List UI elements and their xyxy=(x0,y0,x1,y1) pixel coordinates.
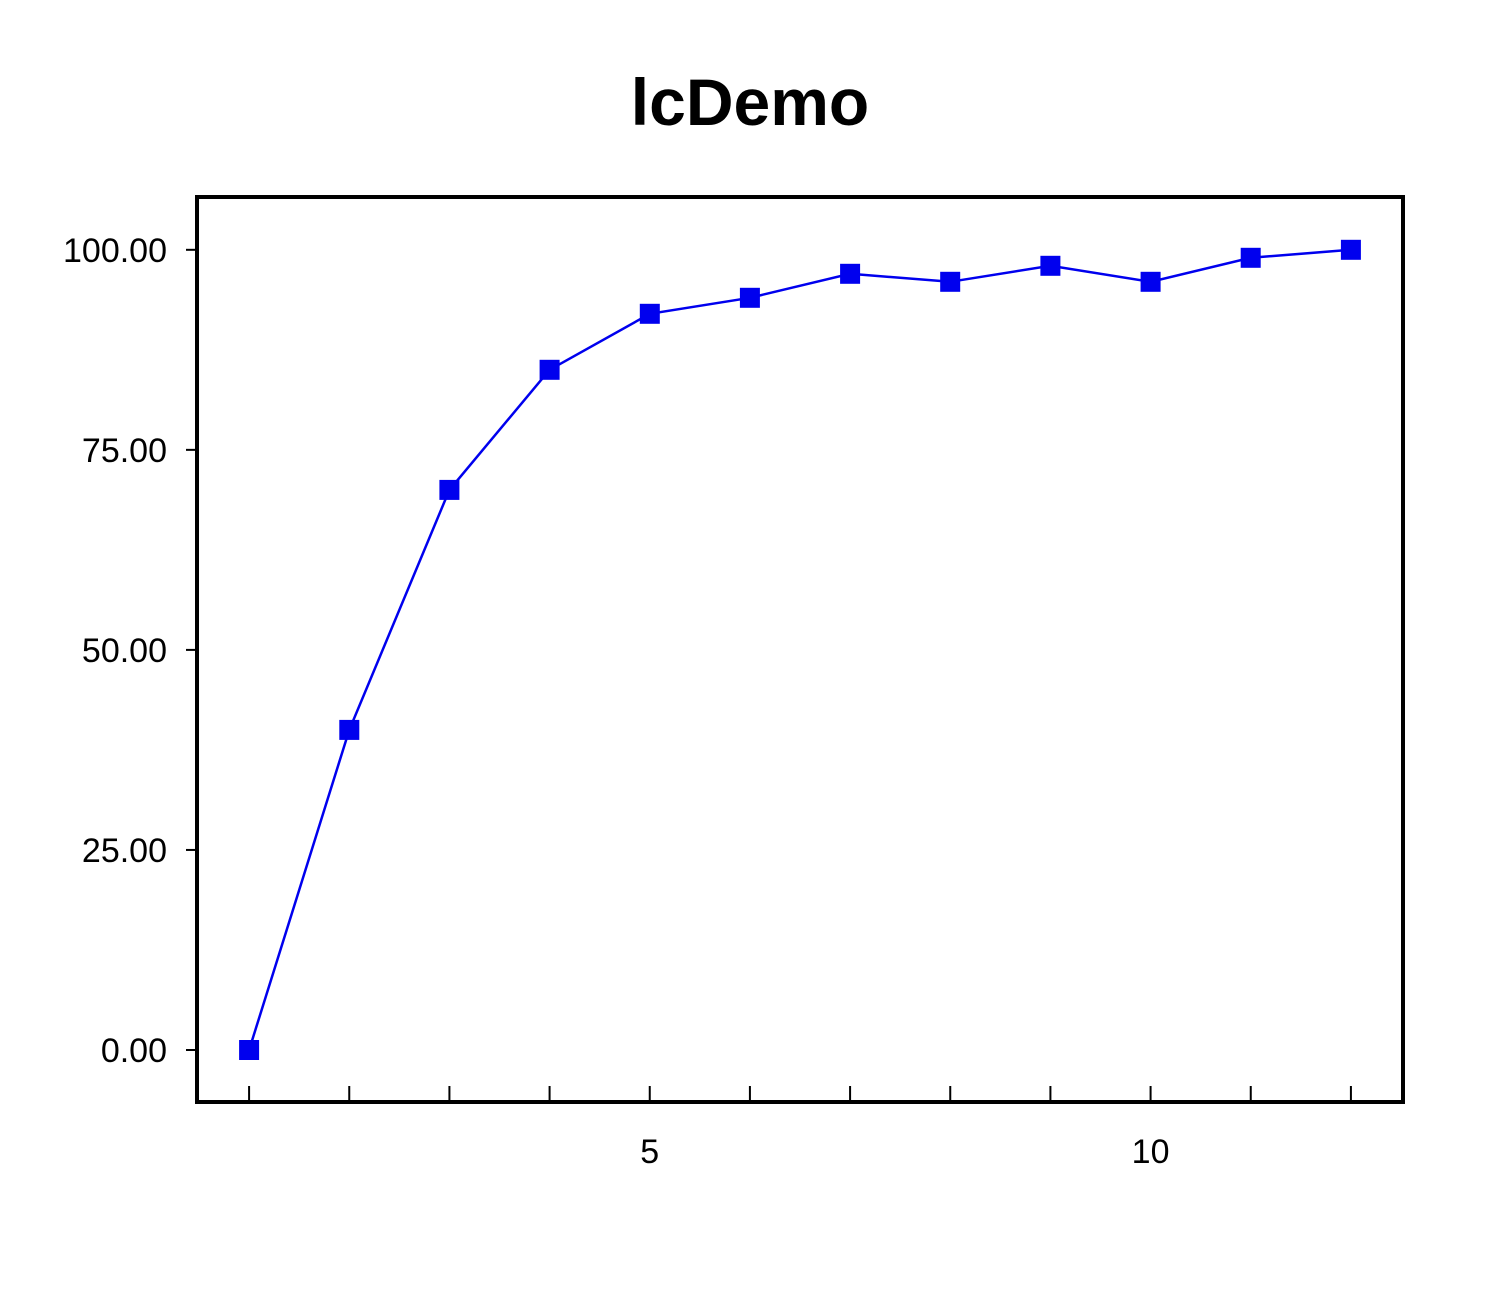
data-point-7 xyxy=(840,263,861,284)
axes-layer: 0.00 25.00 50.00 75.00 100.00 5 10 xyxy=(63,195,1405,1171)
plot-frame xyxy=(195,195,1405,1104)
data-point-6 xyxy=(739,287,760,308)
y-tick-label-0: 0.00 xyxy=(101,1032,167,1070)
data-point-3 xyxy=(439,479,460,500)
data-point-8 xyxy=(940,271,961,292)
y-tick-label-3: 75.00 xyxy=(82,432,167,470)
data-point-12 xyxy=(1340,239,1361,260)
data-point-4 xyxy=(539,359,560,380)
chart-title: lcDemo xyxy=(631,65,869,139)
series-line-0 xyxy=(247,248,1351,1051)
data-point-2 xyxy=(339,719,360,740)
data-point-5 xyxy=(639,303,660,324)
data-point-1 xyxy=(239,1040,260,1060)
data-point-9 xyxy=(1040,255,1061,276)
x-tick-label-0: 5 xyxy=(640,1133,659,1171)
data-point-10 xyxy=(1140,271,1161,292)
y-tick-label-2: 50.00 xyxy=(82,632,167,670)
y-tick-label-4: 100.00 xyxy=(63,232,167,270)
x-tick-label-1: 10 xyxy=(1132,1133,1170,1171)
data-point-11 xyxy=(1240,247,1261,268)
y-tick-label-1: 25.00 xyxy=(82,832,167,870)
series-layer xyxy=(239,239,1361,1060)
